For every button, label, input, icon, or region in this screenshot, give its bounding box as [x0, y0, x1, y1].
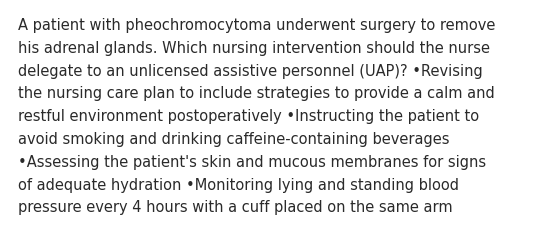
Text: A patient with pheochromocytoma underwent surgery to remove: A patient with pheochromocytoma underwen…: [18, 18, 496, 33]
Text: his adrenal glands. Which nursing intervention should the nurse: his adrenal glands. Which nursing interv…: [18, 41, 490, 56]
Text: avoid smoking and drinking caffeine-containing beverages: avoid smoking and drinking caffeine-cont…: [18, 131, 450, 146]
Text: •Assessing the patient's skin and mucous membranes for signs: •Assessing the patient's skin and mucous…: [18, 154, 486, 169]
Text: restful environment postoperatively •Instructing the patient to: restful environment postoperatively •Ins…: [18, 109, 479, 124]
Text: pressure every 4 hours with a cuff placed on the same arm: pressure every 4 hours with a cuff place…: [18, 199, 453, 215]
Text: the nursing care plan to include strategies to provide a calm and: the nursing care plan to include strateg…: [18, 86, 495, 101]
Text: of adequate hydration •Monitoring lying and standing blood: of adequate hydration •Monitoring lying …: [18, 177, 459, 192]
Text: delegate to an unlicensed assistive personnel (UAP)? •Revising: delegate to an unlicensed assistive pers…: [18, 63, 483, 78]
